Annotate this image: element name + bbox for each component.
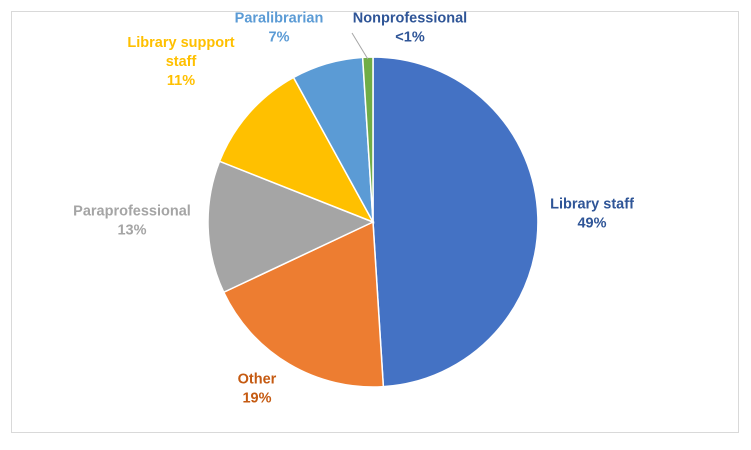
pie-slices <box>207 56 539 388</box>
slice-label-nonprofessional: Nonprofessional <1% <box>353 11 467 46</box>
pie-slice-paraprofessional <box>207 160 375 294</box>
leader-line-nonprofessional <box>351 32 369 60</box>
pie-slice-library-staff <box>372 56 539 388</box>
slice-label-library-support-staff: Library support staff 11% <box>127 35 234 89</box>
slice-label-library-staff: Library staff 49% <box>550 197 634 232</box>
slice-label-paraprofessional: Paraprofessional 13% <box>73 204 191 239</box>
slice-label-other: Other 19% <box>238 372 277 407</box>
leader-lines <box>351 32 369 60</box>
slice-labels: Library staff 49% Other 19% Paraprofessional… <box>73 11 634 407</box>
pie-slice-library-support-staff <box>218 76 375 224</box>
pie-slice-other <box>222 220 385 388</box>
slice-label-paralibrarian: Paralibrarian 7% <box>235 11 324 46</box>
pie-slice-nonprofessional <box>361 56 374 223</box>
